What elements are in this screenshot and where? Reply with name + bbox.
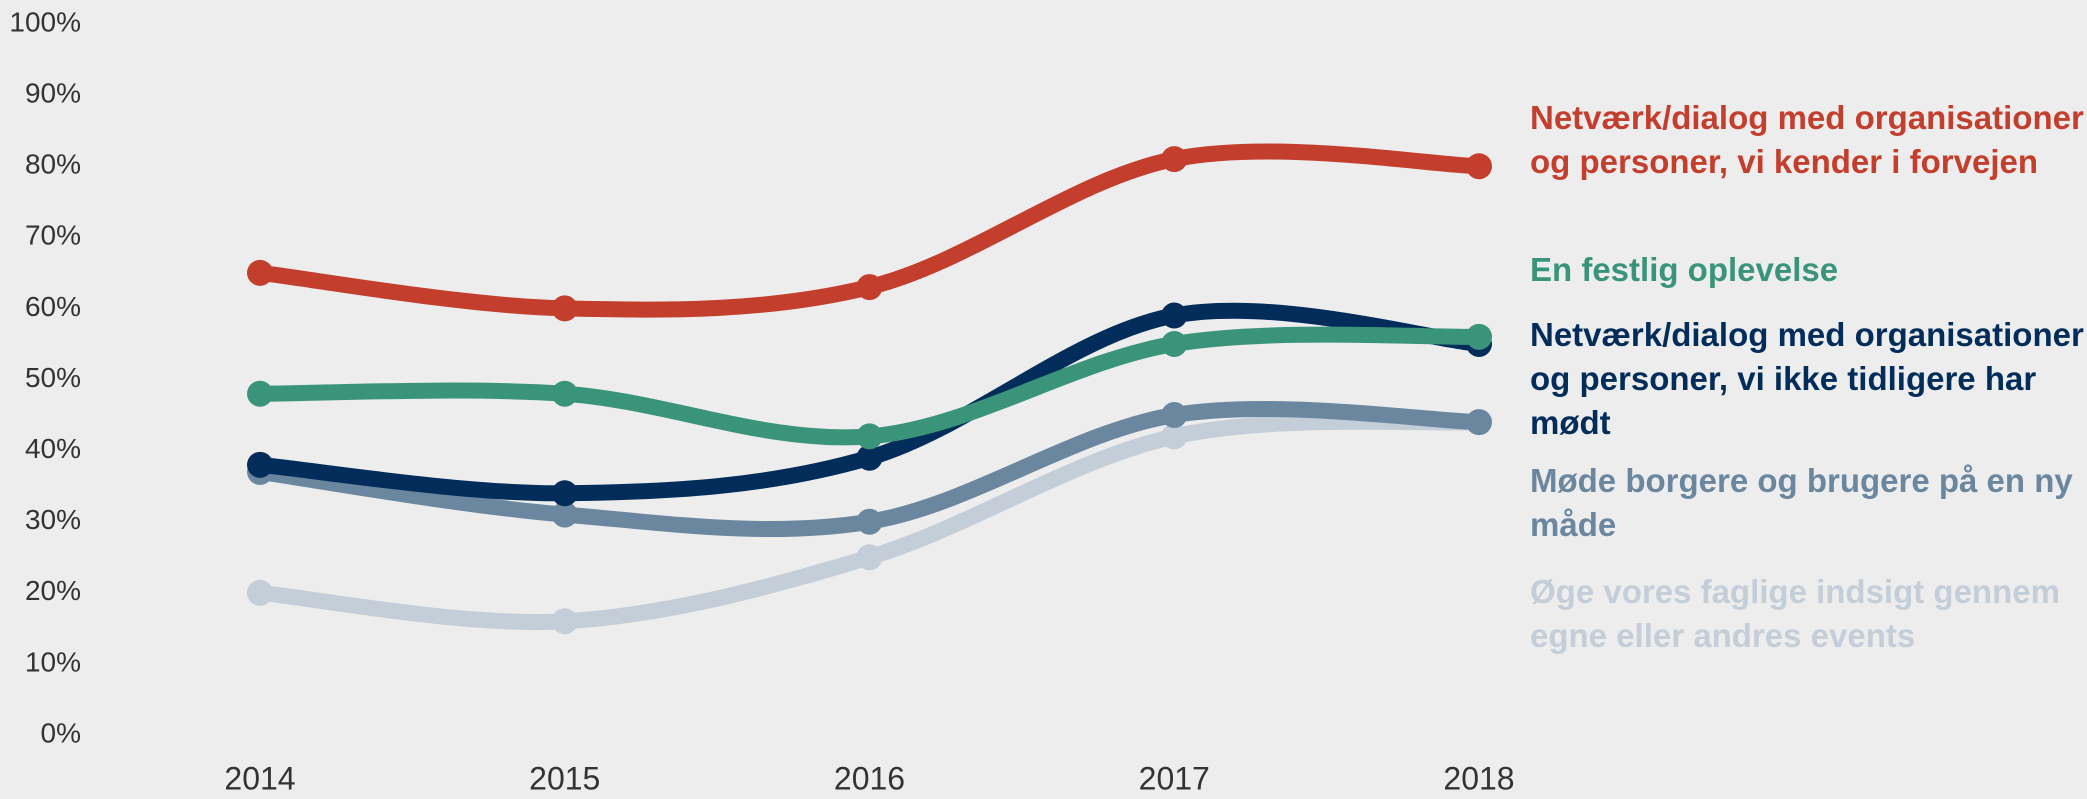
- point: [551, 608, 578, 635]
- point: [551, 480, 578, 507]
- point: [247, 380, 273, 407]
- legend-entry: Øge vores faglige indsigt gennem egne el…: [1530, 573, 2060, 654]
- y-tick-label: 30%: [25, 504, 81, 535]
- y-tick-label: 0%: [41, 717, 81, 748]
- point: [1161, 146, 1188, 173]
- legend-entry: Netværk/dialog med organisationer og per…: [1530, 316, 2084, 441]
- x-tick-label: 2014: [224, 760, 295, 796]
- x-tick-label: 2018: [1443, 760, 1514, 796]
- x-tick-label: 2016: [834, 760, 905, 796]
- legend-entry: En festlig oplevelse: [1530, 251, 1839, 288]
- y-tick-label: 70%: [25, 220, 81, 251]
- y-tick-label: 100%: [9, 6, 81, 37]
- point: [856, 274, 883, 301]
- y-tick-label: 50%: [25, 362, 81, 393]
- point: [551, 295, 578, 322]
- point: [1466, 409, 1492, 436]
- y-tick-label: 10%: [25, 646, 81, 677]
- point: [247, 451, 273, 478]
- legend-entry: Møde borgere og brugere på en ny måde: [1530, 462, 2073, 543]
- point: [1161, 402, 1188, 429]
- point: [1466, 153, 1492, 180]
- point: [551, 380, 578, 407]
- point: [856, 423, 883, 450]
- point: [1466, 323, 1492, 350]
- point: [1161, 423, 1188, 450]
- x-tick-label: 2015: [529, 760, 600, 796]
- y-tick-label: 90%: [25, 77, 81, 108]
- y-tick-label: 60%: [25, 291, 81, 322]
- point: [247, 259, 273, 286]
- y-tick-label: 20%: [25, 575, 81, 606]
- point: [856, 508, 883, 535]
- point: [247, 579, 273, 606]
- x-tick-label: 2017: [1139, 760, 1210, 796]
- y-tick-label: 40%: [25, 433, 81, 464]
- point: [551, 501, 578, 528]
- y-tick-label: 80%: [25, 149, 81, 180]
- point: [1161, 302, 1188, 329]
- point: [1161, 330, 1188, 357]
- point: [856, 544, 883, 571]
- legend-entry: Netværk/dialog med organisationer og per…: [1530, 99, 2084, 180]
- point: [856, 444, 883, 471]
